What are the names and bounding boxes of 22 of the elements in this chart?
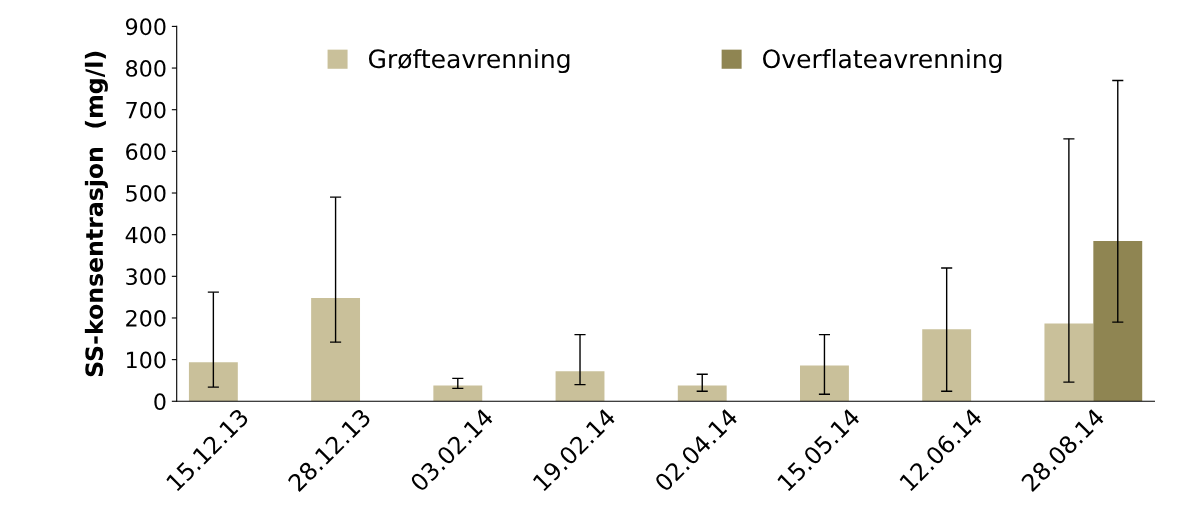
y-tick-label: 400 [125,226,166,244]
legend-label: Overflateavrenning [763,48,1002,74]
bar [800,365,849,402]
y-tick-label: 600 [126,143,166,161]
y-tick-label: 300 [126,268,166,286]
y-axis-title: SS-konsentrasjon (mg/l) [84,51,108,377]
bar [1093,240,1143,402]
bar [1044,323,1094,402]
y-tick-label: 100 [127,351,166,369]
legend-label: Grøfteavrenning [368,48,570,74]
y-tick-label: 200 [126,309,166,327]
bar [922,329,972,402]
bar [555,371,605,402]
y-tick-label: 700 [126,101,166,119]
bar [433,385,483,402]
y-tick-label: 800 [126,60,166,77]
y-tick-label: 0 [154,393,166,411]
bar [188,362,238,402]
y-tick-label: 900 [125,18,166,36]
bar [311,297,361,402]
y-tick-label: 500 [126,184,166,202]
bar [677,385,727,402]
